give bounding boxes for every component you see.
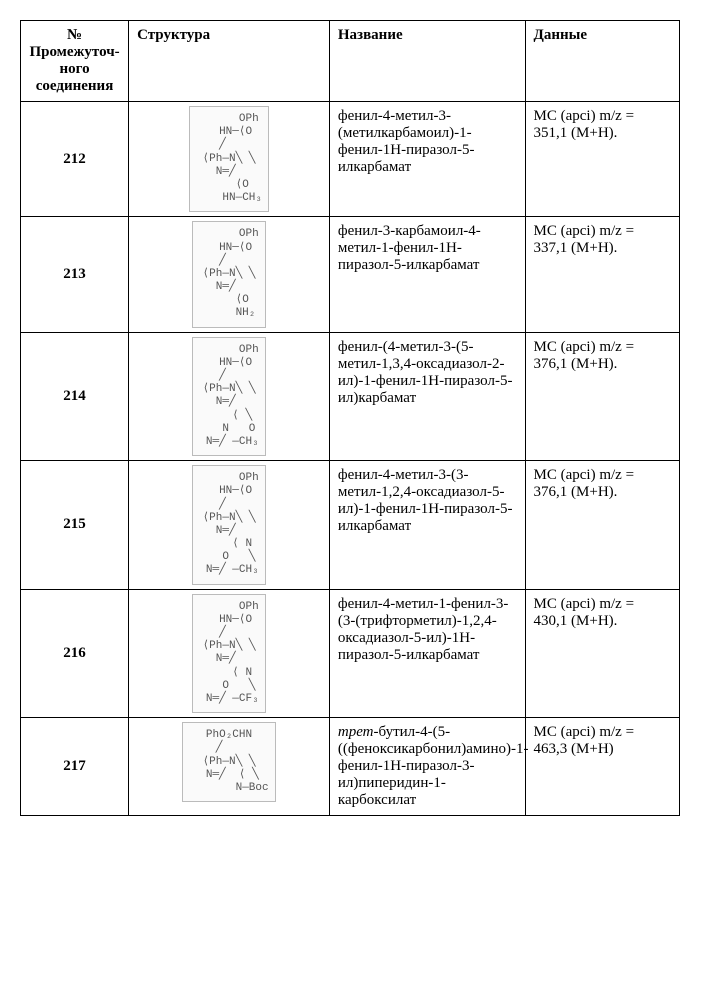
cell-name: фенил-4-метил-3-(3-метил-1,2,4-оксадиазо…	[329, 461, 525, 590]
cell-data: МС (apci) m/z = 351,1 (M+H).	[525, 102, 679, 217]
cell-structure: PhO₂CHN ╱ ⟨Ph—N╲ ╲ N═╱ ⟨ ╲ N—Boc	[129, 718, 330, 816]
cell-data: МС (apci) m/z = 376,1 (M+H).	[525, 332, 679, 461]
structure-diagram: OPh HN─⟨O ╱ ⟨Ph—N╲ ╲ N═╱ ⟨ ╲ N O N═╱ —CH…	[192, 337, 265, 457]
cell-structure: OPh HN─⟨O ╱ ⟨Ph—N╲ ╲ N═╱ ⟨O HN—CH₃	[129, 102, 330, 217]
structure-diagram: OPh HN─⟨O ╱ ⟨Ph—N╲ ╲ N═╱ ⟨ N O ╲ N═╱ —CF…	[192, 594, 265, 714]
table-row: 214 OPh HN─⟨O ╱ ⟨Ph—N╲ ╲ N═╱ ⟨ ╲ N O N═╱…	[21, 332, 680, 461]
table-row: 217 PhO₂CHN ╱ ⟨Ph—N╲ ╲ N═╱ ⟨ ╲ N—Boc трет-…	[21, 718, 680, 816]
structure-diagram: OPh HN─⟨O ╱ ⟨Ph—N╲ ╲ N═╱ ⟨O NH₂	[192, 221, 265, 327]
cell-name: трет-бутил-4-(5-((феноксикарбонил)амино)…	[329, 718, 525, 816]
table-row: 213 OPh HN─⟨O ╱ ⟨Ph—N╲ ╲ N═╱ ⟨O NH₂ фенил…	[21, 217, 680, 332]
cell-data: МС (apci) m/z = 376,1 (M+H).	[525, 461, 679, 590]
table-row: 215 OPh HN─⟨O ╱ ⟨Ph—N╲ ╲ N═╱ ⟨ N O ╲ N═╱…	[21, 461, 680, 590]
cell-data: МС (apci) m/z = 430,1 (M+H).	[525, 589, 679, 718]
cell-name: фенил-4-метил-3-(метилкарбамоил)-1-фенил…	[329, 102, 525, 217]
cell-name: фенил-4-метил-1-фенил-3-(3-(трифторметил…	[329, 589, 525, 718]
header-struct: Структура	[129, 21, 330, 102]
header-num: № Промежуточ-ного соединения	[21, 21, 129, 102]
structure-diagram: PhO₂CHN ╱ ⟨Ph—N╲ ╲ N═╱ ⟨ ╲ N—Boc	[182, 722, 275, 802]
cell-structure: OPh HN─⟨O ╱ ⟨Ph—N╲ ╲ N═╱ ⟨O NH₂	[129, 217, 330, 332]
table-body: 212 OPh HN─⟨O ╱ ⟨Ph—N╲ ╲ N═╱ ⟨O HN—CH₃ фе…	[21, 102, 680, 816]
header-name: Название	[329, 21, 525, 102]
cell-data: МС (apci) m/z = 337,1 (M+H).	[525, 217, 679, 332]
cell-num: 214	[21, 332, 129, 461]
table-row: 216 OPh HN─⟨O ╱ ⟨Ph—N╲ ╲ N═╱ ⟨ N O ╲ N═╱…	[21, 589, 680, 718]
structure-diagram: OPh HN─⟨O ╱ ⟨Ph—N╲ ╲ N═╱ ⟨ N O ╲ N═╱ —CH…	[192, 465, 265, 585]
cell-num: 216	[21, 589, 129, 718]
cell-num: 213	[21, 217, 129, 332]
cell-data: МС (apci) m/z = 463,3 (M+H)	[525, 718, 679, 816]
header-data: Данные	[525, 21, 679, 102]
cell-name: фенил-3-карбамоил-4-метил-1-фенил-1H-пир…	[329, 217, 525, 332]
cell-structure: OPh HN─⟨O ╱ ⟨Ph—N╲ ╲ N═╱ ⟨ N O ╲ N═╱ —CF…	[129, 589, 330, 718]
structure-diagram: OPh HN─⟨O ╱ ⟨Ph—N╲ ╲ N═╱ ⟨O HN—CH₃	[189, 106, 269, 212]
table-row: 212 OPh HN─⟨O ╱ ⟨Ph—N╲ ╲ N═╱ ⟨O HN—CH₃ фе…	[21, 102, 680, 217]
compound-table: № Промежуточ-ного соединения Структура Н…	[20, 20, 680, 816]
cell-num: 212	[21, 102, 129, 217]
header-row: № Промежуточ-ного соединения Структура Н…	[21, 21, 680, 102]
cell-num: 217	[21, 718, 129, 816]
cell-num: 215	[21, 461, 129, 590]
cell-structure: OPh HN─⟨O ╱ ⟨Ph—N╲ ╲ N═╱ ⟨ N O ╲ N═╱ —CH…	[129, 461, 330, 590]
cell-name: фенил-(4-метил-3-(5-метил-1,3,4-оксадиаз…	[329, 332, 525, 461]
cell-structure: OPh HN─⟨O ╱ ⟨Ph—N╲ ╲ N═╱ ⟨ ╲ N O N═╱ —CH…	[129, 332, 330, 461]
